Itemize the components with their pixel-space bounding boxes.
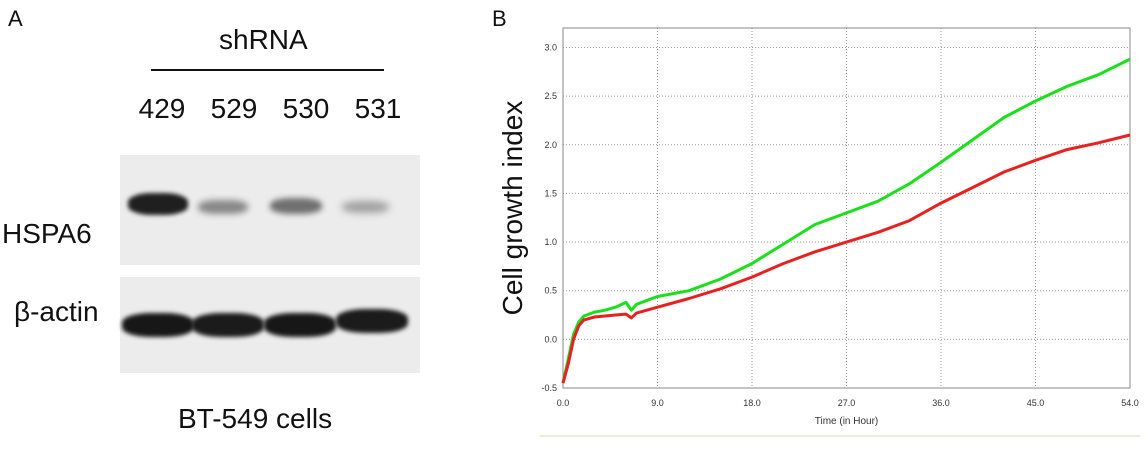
lane-label-1: 429: [138, 93, 186, 124]
lane-label-4: 531: [354, 93, 402, 124]
x-tick-label: 36.0: [932, 398, 950, 408]
actin-band-3: [264, 313, 336, 337]
lane-label-2: 529: [210, 93, 258, 124]
x-tick-label: 0.0: [557, 398, 570, 408]
x-tick-label: 54.0: [1121, 398, 1139, 408]
hspa6-band-4: [342, 201, 390, 214]
actin-band-2: [192, 313, 264, 337]
actin-band-1: [122, 313, 194, 337]
y-tick-label: 0.0: [544, 334, 557, 344]
panel-b-letter: B: [492, 6, 507, 31]
hspa6-band-1: [128, 193, 188, 215]
actin-blot: [120, 277, 420, 373]
y-tick-label: -0.5: [541, 383, 557, 393]
cells-caption: BT-549 cells: [178, 403, 333, 434]
series-line-2: [561, 133, 1131, 384]
y-tick-label: 1.0: [544, 237, 557, 247]
panel-a-letter: A: [8, 6, 23, 31]
y-tick-label: 0.5: [544, 286, 557, 296]
shrna-bracket-line: [151, 69, 384, 71]
hspa6-band-3: [270, 198, 322, 214]
hspa6-row-label: HSPA6: [2, 218, 92, 249]
actin-row-label: β-actin: [14, 296, 99, 327]
chart-ticks: 0.0 9.0 18.0 27.0 36.0 45.0 54.0-0.50.00.51.01…: [541, 42, 1138, 408]
chart-grid: [562, 28, 1131, 389]
y-tick-label: 2.0: [544, 140, 557, 150]
y-tick-label: 1.5: [544, 188, 557, 198]
x-tick-label: 9.0: [651, 398, 664, 408]
actin-band-4: [336, 309, 408, 333]
y-tick-label: 2.5: [544, 91, 557, 101]
x-tick-label: 27.0: [838, 398, 856, 408]
lane-label-3: 530: [282, 93, 330, 124]
y-axis-label: Cell growth index: [500, 101, 528, 316]
x-axis-label: Time (in Hour): [815, 416, 879, 427]
y-tick-label: 3.0: [544, 42, 557, 52]
series-line-1: [561, 57, 1131, 384]
hspa6-blot: [120, 155, 420, 265]
x-tick-label: 18.0: [743, 398, 761, 408]
chart-series: [561, 57, 1131, 384]
x-tick-label: 45.0: [1027, 398, 1045, 408]
hspa6-band-2: [198, 199, 248, 214]
shrna-title: shRNA: [219, 24, 308, 55]
growth-chart: 0.0 9.0 18.0 27.0 36.0 45.0 54.0-0.50.00.51.01…: [500, 27, 1140, 437]
plot-frame: [562, 27, 1131, 389]
